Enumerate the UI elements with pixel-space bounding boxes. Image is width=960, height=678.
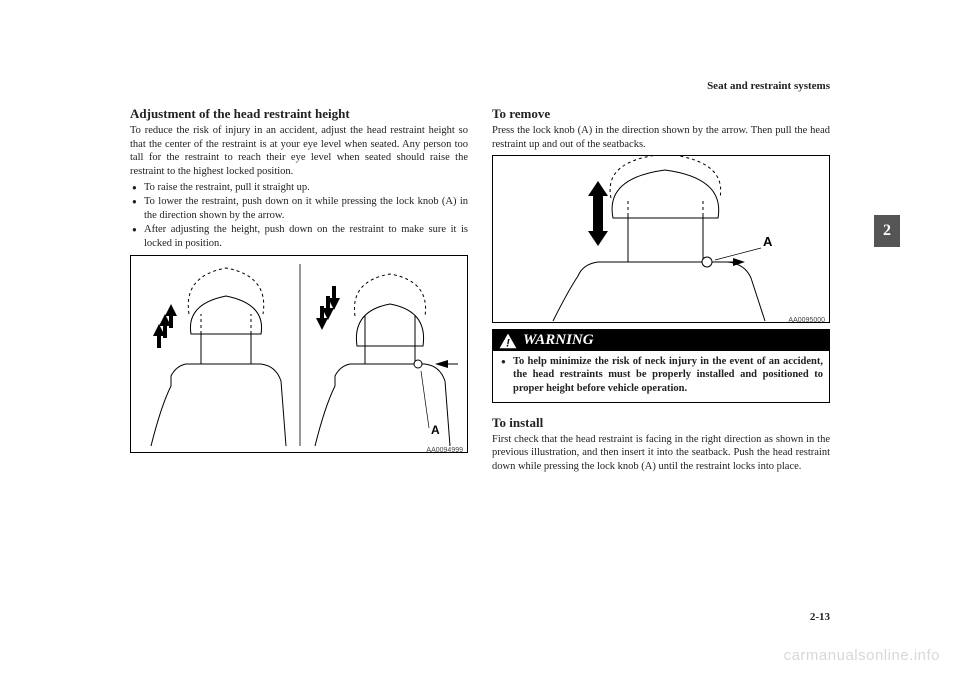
step-raise: To raise the restraint, pull it straight… — [144, 181, 468, 195]
running-header: Seat and restraint systems — [130, 80, 830, 92]
page-number: 2-13 — [810, 611, 830, 623]
adjustment-steps-list: To raise the restraint, pull it straight… — [130, 181, 468, 251]
figure-remove: A AA0095000 — [492, 155, 830, 323]
page-content: Seat and restraint systems Adjustment of… — [130, 80, 830, 476]
warning-header: ! WARNING — [493, 330, 829, 351]
warning-item: To help minimize the risk of neck injury… — [513, 355, 823, 394]
left-column: Adjustment of the head restraint height … — [130, 106, 468, 476]
two-column-layout: Adjustment of the head restraint height … — [130, 106, 830, 476]
figure-label-a-right: A — [763, 234, 773, 249]
headrest-remove-illustration: A — [493, 156, 831, 324]
paragraph-install: First check that the head restraint is f… — [492, 433, 830, 474]
paragraph-adjustment-intro: To reduce the risk of injury in an accid… — [130, 124, 468, 179]
right-column: To remove Press the lock knob (A) in the… — [492, 106, 830, 476]
svg-text:!: ! — [506, 337, 510, 349]
section-tab: 2 — [874, 215, 900, 247]
step-lower: To lower the restraint, push down on it … — [144, 195, 468, 222]
warning-box: ! WARNING To help minimize the risk of n… — [492, 329, 830, 402]
figure-id-right: AA0095000 — [788, 317, 825, 324]
warning-title: WARNING — [523, 332, 594, 349]
heading-remove: To remove — [492, 106, 830, 122]
figure-id-left: AA0094999 — [426, 447, 463, 454]
figure-adjustment: A AA0094999 — [130, 255, 468, 453]
step-lock: After adjusting the height, push down on… — [144, 223, 468, 250]
figure-label-a: A — [431, 423, 440, 437]
headrest-adjust-illustration: A — [131, 256, 469, 454]
heading-adjustment: Adjustment of the head restraint height — [130, 106, 468, 122]
paragraph-remove: Press the lock knob (A) in the direction… — [492, 124, 830, 151]
watermark: carmanualsonline.info — [784, 647, 940, 664]
warning-body: To help minimize the risk of neck injury… — [493, 351, 829, 401]
heading-install: To install — [492, 415, 830, 431]
warning-triangle-icon: ! — [499, 333, 517, 349]
